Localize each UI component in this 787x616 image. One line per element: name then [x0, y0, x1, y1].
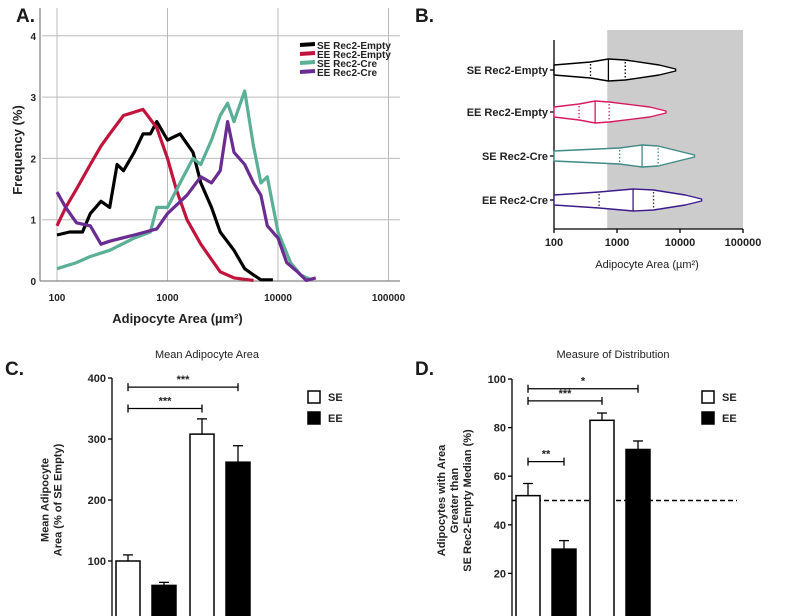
group-label: SE Rec2-Empty [467, 65, 549, 77]
y-axis-label: SE Rec2-Empty Median (%) [462, 429, 474, 572]
group-label: EE Rec2-Cre [482, 195, 548, 207]
x-axis-label: Adipocyte Area (µm²) [112, 311, 243, 326]
legend-label: SE Rec2-Empty [317, 41, 391, 52]
y-tick-label: 100 [88, 556, 106, 568]
y-axis-label: Frequency (%) [10, 105, 25, 195]
y-axis-label: Adipocytes with Area [436, 444, 448, 556]
chart-title: Measure of Distribution [556, 349, 669, 361]
y-tick-label: 3 [30, 93, 36, 104]
series-line-ee-rec2-empty [55, 107, 254, 282]
x-axis-label: Adipocyte Area (µm²) [595, 259, 699, 271]
y-axis-label: Greater than [449, 468, 461, 534]
y-tick-label: 100 [488, 374, 506, 386]
significance-label: *** [177, 374, 191, 386]
x-tick-label: 100000 [372, 293, 406, 304]
legend-label: EE Rec2-Empty [317, 50, 391, 61]
legend-label: SE [722, 392, 737, 404]
legend-swatch [307, 411, 321, 425]
y-tick-label: 80 [494, 423, 506, 435]
y-axis-label: Mean Adipocyte [40, 458, 52, 542]
x-tick-label: 100 [545, 237, 563, 249]
legend-label: SE Rec2-Cre [317, 59, 377, 70]
significance-label: *** [559, 388, 573, 400]
y-tick-label: 2 [30, 154, 36, 165]
x-tick-label: 100 [49, 293, 66, 304]
series-line-ee-rec2-cre [55, 120, 317, 282]
y-tick-label: 60 [494, 471, 506, 483]
legend-swatch [701, 411, 715, 425]
legend-label: EE [722, 413, 737, 425]
x-tick-label: 10000 [264, 293, 292, 304]
bar-se-rec2-cre [189, 433, 215, 616]
x-tick-label: 100000 [725, 237, 762, 249]
x-tick-label: 10000 [665, 237, 696, 249]
panel-label: A. [16, 6, 35, 27]
bar-se-rec2-empty [115, 560, 141, 616]
y-tick-label: 20 [494, 568, 506, 580]
x-tick-label: 1000 [156, 293, 179, 304]
y-tick-label: 4 [30, 32, 36, 43]
significance-label: ** [542, 449, 551, 461]
legend-swatch [299, 42, 316, 47]
series-line-se-rec2-cre [56, 89, 312, 282]
significance-label: *** [159, 396, 173, 408]
legend-label: EE Rec2-Cre [317, 68, 377, 79]
y-tick-label: 40 [494, 520, 506, 532]
series-line-se-rec2-empty [56, 120, 273, 282]
bar-se-rec2-cre [589, 419, 615, 616]
chart-title: Mean Adipocyte Area [155, 349, 260, 361]
significance-label: * [581, 376, 586, 388]
panel-label: B. [415, 6, 434, 27]
y-tick-label: 0 [30, 277, 36, 288]
y-tick-label: 300 [88, 434, 106, 446]
group-label: EE Rec2-Empty [467, 107, 549, 119]
legend-label: SE [328, 392, 343, 404]
legend-swatch [701, 390, 715, 404]
panel-label: D. [415, 359, 434, 380]
y-tick-label: 200 [88, 495, 106, 507]
legend-label: EE [328, 413, 343, 425]
legend-swatch [307, 390, 321, 404]
bar-ee-rec2-cre [225, 461, 251, 616]
bar-ee-rec2-empty [551, 548, 577, 616]
bar-ee-rec2-cre [625, 448, 651, 616]
y-tick-label: 1 [30, 216, 36, 227]
legend-swatch [299, 51, 316, 56]
group-label: SE Rec2-Cre [482, 151, 548, 163]
legend-swatch [299, 69, 316, 74]
y-axis-label: Area (% of SE Empty) [53, 443, 65, 556]
panel-label: C. [5, 359, 24, 380]
bar-se-rec2-empty [515, 494, 541, 616]
legend-swatch [299, 60, 316, 65]
bar-ee-rec2-empty [151, 584, 177, 616]
x-tick-label: 1000 [605, 237, 629, 249]
y-tick-label: 400 [88, 373, 106, 385]
